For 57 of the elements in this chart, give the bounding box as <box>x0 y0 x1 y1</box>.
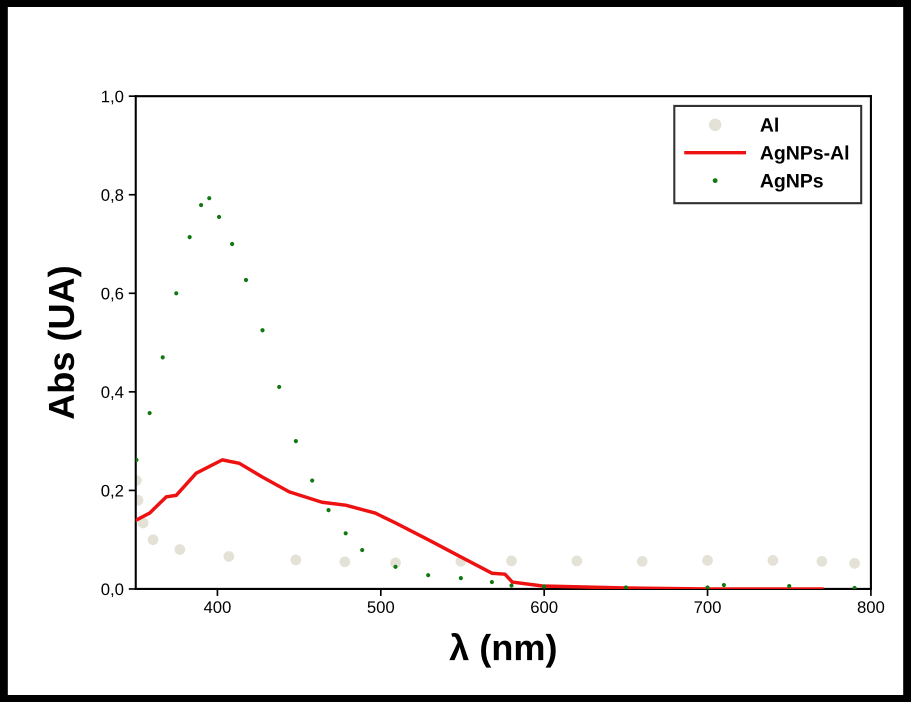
point <box>148 534 158 546</box>
y-tick-label: 0,8 <box>101 189 124 203</box>
point <box>458 576 463 580</box>
y-axis-title: Abs (UA) <box>48 267 82 419</box>
point <box>277 384 282 390</box>
legend-label: AgNPs-Al <box>760 145 848 164</box>
point <box>138 518 148 528</box>
point <box>290 554 302 566</box>
legend-label: Al <box>760 118 778 132</box>
point <box>624 585 628 589</box>
point <box>636 556 648 567</box>
x-axis-title: λ (nm) <box>449 632 556 668</box>
point <box>705 585 710 589</box>
point <box>571 556 582 566</box>
point <box>506 556 517 566</box>
point <box>768 555 778 566</box>
point <box>702 555 713 566</box>
point <box>207 196 212 200</box>
point <box>223 551 234 562</box>
x-tick-label: 600 <box>531 601 558 614</box>
x-tick-label: 700 <box>694 601 721 614</box>
point <box>344 531 348 536</box>
y-tick-label: 0,4 <box>101 386 124 400</box>
point <box>174 544 186 555</box>
point <box>230 242 234 246</box>
point <box>260 328 265 332</box>
point <box>393 564 398 569</box>
point <box>160 355 165 360</box>
point <box>244 278 248 282</box>
point <box>188 235 192 240</box>
point <box>326 508 331 512</box>
point <box>509 583 514 588</box>
point <box>199 203 204 208</box>
point <box>490 580 494 584</box>
point <box>360 548 364 552</box>
point <box>426 573 430 578</box>
y-tick-label: 0,6 <box>101 288 124 302</box>
point <box>849 558 860 569</box>
point <box>216 214 222 219</box>
point <box>852 586 857 589</box>
y-tick-label: 0,0 <box>101 583 124 598</box>
point <box>816 556 828 567</box>
point <box>294 439 298 444</box>
point <box>148 410 152 416</box>
point <box>310 478 314 483</box>
x-tick-label: 800 <box>858 601 884 614</box>
legend-label: AgNPs <box>760 174 823 192</box>
x-tick-label: 400 <box>204 601 231 614</box>
point <box>542 584 546 589</box>
x-tick-label: 500 <box>368 601 394 614</box>
point <box>787 584 792 588</box>
point <box>174 291 178 296</box>
y-tick-label: 0,2 <box>101 484 124 499</box>
line-series <box>136 458 824 589</box>
point <box>339 556 350 568</box>
y-tick-label: 1,0 <box>102 90 124 104</box>
point <box>722 582 726 588</box>
